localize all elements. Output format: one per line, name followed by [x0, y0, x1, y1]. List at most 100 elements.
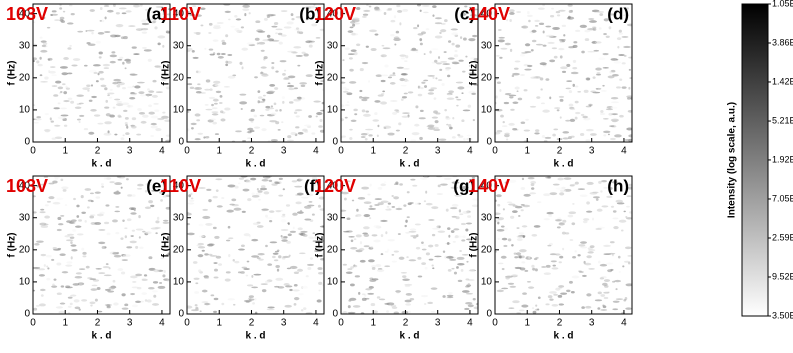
heatmap-speck: [187, 83, 193, 86]
heatmap-speck: [257, 30, 266, 33]
heatmap-speck: [191, 50, 195, 53]
heatmap-speck: [107, 92, 115, 95]
heatmap-speck: [120, 36, 125, 40]
heatmap-speck: [129, 73, 138, 76]
y-tick-label: 10: [173, 277, 185, 288]
heatmap-speck: [462, 109, 471, 112]
heatmap-speck: [400, 98, 404, 101]
x-axis-label: k . d: [91, 159, 111, 170]
heatmap-speck: [427, 92, 434, 95]
heatmap-speck: [557, 177, 564, 181]
heatmap-speck: [391, 206, 396, 208]
heatmap-speck: [626, 95, 632, 98]
heatmap-speck: [104, 16, 107, 20]
heatmap-speck: [212, 39, 219, 42]
heatmap-speck: [226, 239, 231, 242]
heatmap-speck: [403, 204, 407, 207]
heatmap-speck: [78, 219, 82, 222]
heatmap-speck: [251, 192, 255, 196]
heatmap-speck: [78, 102, 84, 105]
heatmap-speck: [603, 186, 608, 189]
heatmap-speck: [271, 183, 278, 186]
y-tick-label: 20: [19, 72, 31, 83]
heatmap-speck: [407, 91, 414, 94]
heatmap-speck: [524, 51, 532, 54]
heatmap-speck: [594, 299, 603, 302]
x-tick-label: 0: [492, 318, 498, 329]
heatmap-speck: [147, 88, 150, 91]
heatmap-speck: [39, 36, 43, 39]
heatmap-speck: [241, 47, 249, 51]
heatmap-speck: [187, 232, 195, 236]
y-tick-label: 20: [327, 244, 339, 255]
heatmap-speck: [165, 134, 170, 137]
heatmap-speck: [558, 47, 565, 51]
heatmap-speck: [352, 264, 358, 268]
heatmap-speck: [272, 255, 276, 259]
heatmap-speck: [558, 9, 566, 12]
heatmap-speck: [542, 44, 547, 47]
heatmap-speck: [220, 110, 224, 114]
heatmap-speck: [152, 290, 158, 293]
heatmap-speck: [135, 245, 139, 249]
heatmap-speck: [90, 108, 97, 112]
heatmap-speck: [126, 218, 132, 222]
heatmap-speck: [55, 80, 62, 84]
heatmap-speck: [90, 304, 93, 307]
heatmap-speck: [361, 16, 367, 18]
heatmap-speck: [126, 178, 129, 181]
heatmap-speck: [145, 183, 152, 186]
heatmap-speck: [269, 84, 276, 87]
heatmap-speck: [416, 4, 422, 7]
heatmap-speck: [221, 39, 225, 43]
heatmap-speck: [587, 251, 594, 254]
heatmap-speck: [505, 18, 509, 22]
heatmap-speck: [117, 58, 123, 61]
heatmap-speck: [232, 303, 236, 306]
heatmap-speck: [275, 277, 284, 281]
heatmap-speck: [112, 219, 118, 223]
heatmap-speck: [127, 194, 133, 197]
heatmap-speck: [428, 219, 435, 221]
heatmap-speck: [446, 123, 449, 126]
heatmap-speck: [531, 29, 537, 33]
heatmap-speck: [144, 206, 151, 209]
heatmap-speck: [475, 246, 478, 250]
heatmap-speck: [197, 83, 201, 86]
heatmap-speck: [288, 254, 291, 257]
heatmap-speck: [87, 43, 96, 46]
heatmap-speck: [387, 7, 393, 10]
heatmap-speck: [292, 226, 295, 230]
panel-letter: (a): [146, 4, 167, 23]
heatmap-speck: [298, 31, 304, 35]
heatmap-speck: [187, 212, 192, 216]
heatmap-speck: [261, 128, 267, 132]
heatmap-speck: [74, 306, 81, 310]
heatmap-speck: [91, 31, 94, 35]
heatmap-speck: [307, 14, 312, 18]
heatmap-speck: [152, 281, 159, 284]
y-tick-label: 20: [481, 244, 493, 255]
heatmap-speck: [98, 56, 102, 59]
heatmap-speck: [415, 105, 419, 109]
heatmap-speck: [267, 90, 276, 93]
heatmap-speck: [434, 59, 438, 63]
heatmap-speck: [551, 47, 558, 50]
heatmap-speck: [450, 207, 458, 210]
heatmap-speck: [297, 64, 301, 67]
heatmap-speck: [531, 233, 538, 237]
heatmap-speck: [282, 100, 285, 104]
heatmap-speck: [266, 34, 271, 38]
heatmap-speck: [374, 6, 380, 10]
heatmap-speck: [363, 214, 371, 218]
heatmap-speck: [195, 70, 202, 74]
heatmap-speck: [455, 81, 464, 84]
heatmap-speck: [421, 241, 424, 244]
heatmap-speck: [399, 22, 402, 26]
heatmap-speck: [270, 139, 278, 142]
heatmap-speck: [131, 125, 137, 129]
heatmap-speck: [263, 17, 268, 21]
heatmap-speck: [256, 225, 264, 228]
heatmap-speck: [285, 204, 291, 207]
heatmap-speck: [598, 57, 606, 61]
